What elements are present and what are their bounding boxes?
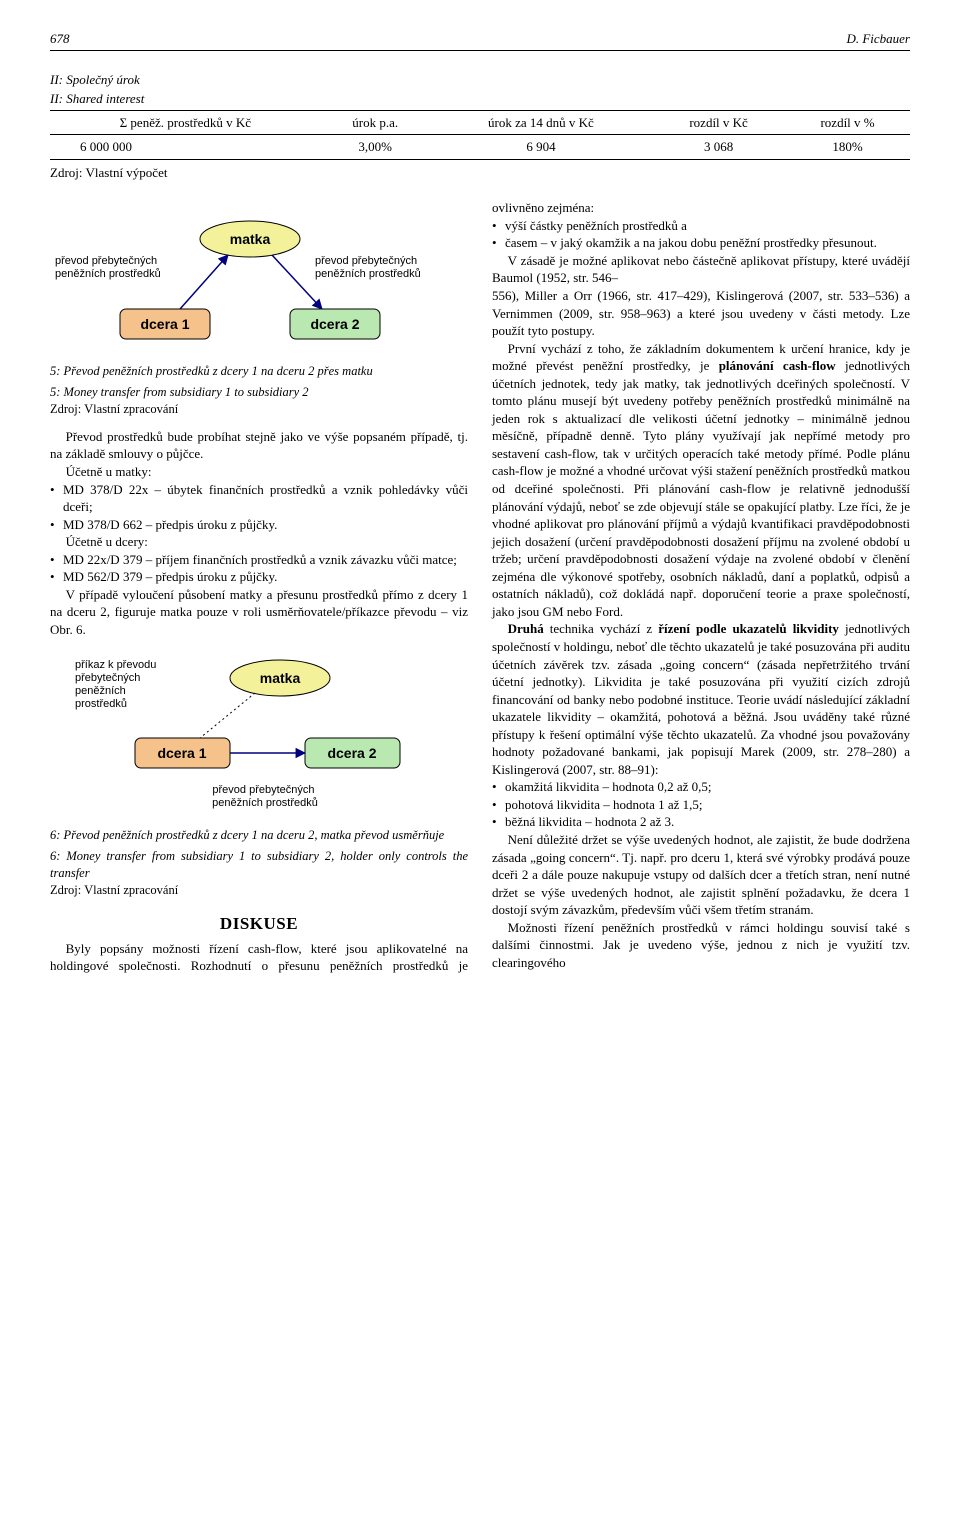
page-number: 678 [50, 30, 70, 48]
table2-c3: 3 068 [652, 135, 785, 160]
fig5-matka-label: matka [230, 231, 271, 247]
table2-block: II: Společný úrok II: Shared interest Σ … [50, 71, 910, 182]
list-item: MD 378/D 662 – předpis úroku z půjčky. [50, 516, 468, 534]
author-name: D. Ficbauer [846, 30, 910, 48]
list-item: MD 562/D 379 – předpis úroku z půjčky. [50, 568, 468, 586]
fig6-control-line [200, 693, 255, 738]
fig5-label-left: převod přebytečných peněžních prostředků [55, 255, 161, 280]
list-matka: MD 378/D 22x – úbytek finančních prostře… [50, 481, 468, 534]
fig5-source: Zdroj: Vlastní zpracování [50, 401, 468, 418]
figure-6: příkaz k převodu přebytečných peněžních … [50, 648, 468, 899]
fig5-label-right: převod přebytečných peněžních prostředků [315, 255, 421, 280]
table2-c4: 180% [785, 135, 910, 160]
fig5-arrow-d1-m [180, 255, 228, 309]
para-vyluc: V případě vyloučení působení matky a pře… [50, 586, 468, 639]
table2-col3: rozdíl v Kč [652, 110, 785, 135]
table2-caption-cz: II: Společný úrok [50, 71, 910, 89]
figure-5: převod přebytečných peněžních prostředků… [50, 209, 468, 418]
table2-col2: úrok za 14 dnů v Kč [430, 110, 652, 135]
para-matka-hdr: Účetně u matky: [50, 463, 468, 481]
fig6-source: Zdroj: Vlastní zpracování [50, 882, 468, 899]
table2-source: Zdroj: Vlastní výpočet [50, 164, 910, 182]
right-p5: Možnosti řízení peněžních prostředků v r… [492, 919, 910, 972]
fig6-caption-cz: 6: Převod peněžních prostředků z dcery 1… [50, 827, 468, 844]
table2-c1: 3,00% [321, 135, 430, 160]
fig5-caption-cz: 5: Převod peněžních prostředků z dcery 1… [50, 363, 468, 380]
table2-col4: rozdíl v % [785, 110, 910, 135]
table2-col1: úrok p.a. [321, 110, 430, 135]
right-p3: Druhá technika vychází z řízení podle uk… [492, 620, 910, 778]
r2b: plánování cash-flow [719, 358, 836, 373]
fig5-dcera2-label: dcera 2 [310, 316, 359, 332]
likvidita-list: okamžitá likvidita – hodnota 0,2 až 0,5;… [492, 778, 910, 831]
table-row: 6 000 000 3,00% 6 904 3 068 180% [50, 135, 910, 160]
list-item: okamžitá likvidita – hodnota 0,2 až 0,5; [492, 778, 910, 796]
diskuse-p2: V zásadě je možné aplikovat nebo částečn… [492, 252, 910, 287]
list-item: výší částky peněžních prostředků a [492, 217, 910, 235]
fig6-label-bottom: převod přebytečných peněžních prostředků [212, 784, 318, 809]
r2c: jednotlivých účetních jednotek, tedy jak… [492, 358, 910, 619]
diskuse-heading: DISKUSE [50, 913, 468, 936]
r3d: jednotlivých společností v holdingu, neb… [492, 621, 910, 776]
right-p2: První vychází z toho, že základním dokum… [492, 340, 910, 621]
right-p4: Není důležité držet se výše uvedených ho… [492, 831, 910, 919]
para-dcera-hdr: Účetně u dcery: [50, 533, 468, 551]
r3a: Druhá [508, 621, 544, 636]
fig6-dcera2-label: dcera 2 [327, 745, 376, 761]
body-columns: převod přebytečných peněžních prostředků… [50, 199, 910, 975]
table2-c2: 6 904 [430, 135, 652, 160]
right-p1: 556), Miller a Orr (1966, str. 417–429),… [492, 287, 910, 340]
r3b: technika vychází z [544, 621, 659, 636]
figure-6-svg: příkaz k převodu přebytečných peněžních … [50, 648, 450, 823]
fig5-caption-en: 5: Money transfer from subsidiary 1 to s… [50, 384, 468, 401]
page-header: 678 D. Ficbauer [50, 30, 910, 51]
fig6-label-left: příkaz k převodu přebytečných peněžních … [75, 659, 159, 710]
list-item: běžná likvidita – hodnota 2 až 3. [492, 813, 910, 831]
list-item: pohotová likvidita – hodnota 1 až 1,5; [492, 796, 910, 814]
figure-5-svg: převod přebytečných peněžních prostředků… [50, 209, 450, 359]
fig6-caption-en: 6: Money transfer from subsidiary 1 to s… [50, 848, 468, 882]
r3c: řízení podle ukazatelů likvidity [658, 621, 839, 636]
table2: Σ peněž. prostředků v Kč úrok p.a. úrok … [50, 110, 910, 160]
list-dcera: MD 22x/D 379 – příjem finančních prostře… [50, 551, 468, 586]
table2-col0: Σ peněž. prostředků v Kč [50, 110, 321, 135]
fig5-dcera1-label: dcera 1 [140, 316, 189, 332]
fig6-dcera1-label: dcera 1 [157, 745, 206, 761]
list-item: MD 378/D 22x – úbytek finančních prostře… [50, 481, 468, 516]
table2-c0: 6 000 000 [50, 135, 321, 160]
para-transfer: Převod prostředků bude probíhat stejně j… [50, 428, 468, 463]
list-item: MD 22x/D 379 – příjem finančních prostře… [50, 551, 468, 569]
fig6-matka-label: matka [260, 670, 301, 686]
table2-caption-en: II: Shared interest [50, 90, 910, 108]
list-item: časem – v jaký okamžik a na jakou dobu p… [492, 234, 910, 252]
diskuse-list: výší částky peněžních prostředků a časem… [492, 217, 910, 252]
